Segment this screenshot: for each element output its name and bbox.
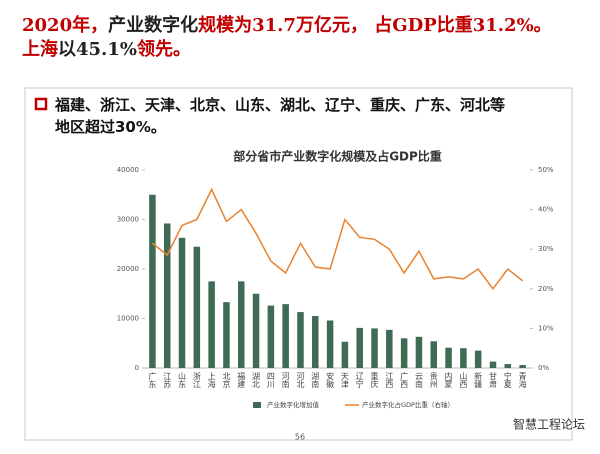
- page-number: 56: [295, 433, 305, 442]
- x-tick-label: 新疆: [474, 371, 483, 389]
- x-tick-label: 福建: [237, 372, 246, 389]
- bar: [445, 347, 452, 368]
- bar: [415, 336, 423, 368]
- headline-part: 上海: [22, 38, 58, 60]
- headline-part: 2020年，: [22, 14, 108, 36]
- x-tick-label: 安徽: [326, 371, 335, 389]
- legend-label: 产业数字化增加值: [267, 400, 320, 409]
- headline-part: 规模为31.7万亿元，: [198, 14, 368, 36]
- y2-tick-label: 0%: [538, 364, 549, 372]
- bar: [163, 223, 171, 368]
- x-tick-label: 山西: [459, 371, 468, 389]
- bar: [460, 348, 467, 368]
- headline: 2020年，产业数字化规模为31.7万亿元， 占GDP比重31.2%。: [22, 14, 552, 36]
- chart-title: 部分省市产业数字化规模及占GDP比重: [233, 149, 442, 164]
- bar: [504, 364, 512, 368]
- y2-tick-label: 20%: [538, 285, 554, 293]
- bar: [312, 316, 319, 368]
- content-box: [24, 87, 573, 441]
- x-tick-label: 天津: [340, 372, 349, 389]
- x-tick-label: 四川: [266, 372, 275, 388]
- bullet-icon: [34, 97, 48, 111]
- bar: [519, 365, 526, 368]
- headline-part: 以45.1%: [58, 39, 137, 60]
- bar: [430, 341, 438, 368]
- bar: [237, 281, 245, 368]
- y-tick-label: 10000: [117, 315, 139, 323]
- x-tick-label: 青海: [518, 371, 527, 389]
- bar: [267, 305, 275, 368]
- bar: [193, 246, 201, 368]
- x-tick-label: 浙江: [192, 371, 201, 389]
- x-tick-label: 贵州: [429, 371, 438, 388]
- line: [151, 187, 524, 291]
- x-tick-label: 辽宁: [355, 372, 364, 388]
- x-tick-label: 湖北: [252, 372, 261, 389]
- bullet-line: 福建、浙江、天津、北京、山东、湖北、辽宁、重庆、广东、河北等: [54, 96, 505, 114]
- bar: [178, 237, 186, 368]
- x-tick-label: 广东: [148, 371, 157, 388]
- bar: [489, 361, 497, 368]
- bar: [371, 328, 378, 368]
- x-tick-label: 内蒙: [444, 371, 453, 388]
- bar: [297, 312, 304, 368]
- y-tick-label: 0: [135, 364, 139, 372]
- x-tick-label: 宁夏: [503, 371, 512, 388]
- legend-label: 产业数字化占GDP比重（右轴）: [362, 400, 454, 409]
- bar: [208, 281, 215, 368]
- y2-tick-label: 50%: [538, 166, 554, 174]
- headline-part: 领先。: [137, 38, 191, 60]
- x-tick-label: 云南: [414, 372, 423, 388]
- y-tick-label: 20000: [117, 265, 139, 273]
- x-tick-label: 重庆: [370, 371, 379, 389]
- y-tick-label: 30000: [117, 216, 139, 224]
- legend-swatch: [253, 402, 261, 408]
- headline-part: 产业数字化: [108, 14, 198, 36]
- y2-tick-label: 30%: [538, 245, 554, 253]
- y2-tick-label: 10%: [538, 324, 554, 332]
- bar: [386, 329, 393, 368]
- x-tick-label: 河南: [281, 371, 290, 388]
- x-tick-label: 湖南: [311, 372, 320, 388]
- bullet-line: 地区超过30%。: [55, 118, 166, 136]
- bar: [252, 293, 260, 368]
- x-tick-label: 江西: [385, 372, 394, 389]
- bar: [282, 304, 289, 368]
- bar: [341, 341, 349, 368]
- y-tick-label: 40000: [117, 166, 139, 174]
- x-tick-label: 河北: [296, 371, 305, 389]
- y2-tick-label: 40%: [538, 206, 554, 214]
- bar: [400, 338, 408, 368]
- x-tick-label: 广西: [400, 371, 409, 389]
- bar: [149, 194, 156, 368]
- x-tick-label: 北京: [222, 372, 231, 389]
- headline-part: 占GDP比重31.2%。: [368, 14, 552, 36]
- x-tick-label: 江苏: [163, 372, 172, 389]
- headline: 上海以45.1%领先。: [22, 38, 191, 60]
- watermark: 智慧工程论坛: [513, 417, 585, 432]
- bar: [474, 350, 482, 368]
- bullet-text: 福建、浙江、天津、北京、山东、湖北、辽宁、重庆、广东、河北等地区超过30%。: [54, 96, 505, 136]
- x-tick-label: 上海: [207, 372, 216, 389]
- bar: [356, 327, 363, 368]
- bar: [223, 302, 230, 368]
- x-tick-label: 山东: [178, 371, 187, 388]
- bar: [326, 320, 334, 368]
- x-tick-label: 甘肃: [488, 371, 497, 389]
